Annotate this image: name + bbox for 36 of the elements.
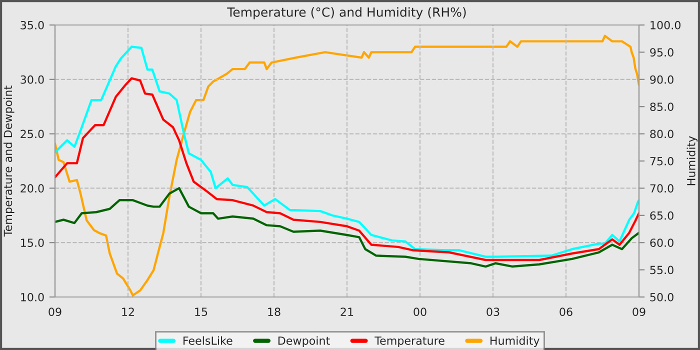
x-tick-label: 09 [48, 308, 62, 316]
y-tick-label: 30.0 [20, 75, 44, 84]
y-axis-title: Temperature and Dewpoint [4, 86, 14, 237]
legend-label: Dewpoint [278, 336, 330, 347]
x-tick-label: 09 [632, 308, 646, 316]
x-tick-label: 15 [195, 308, 208, 316]
x-tick-label: 18 [268, 308, 280, 316]
y2-axis-title: Humidity [686, 136, 698, 186]
legend-label: Temperature [374, 336, 444, 347]
legend-label: FeelsLike [184, 336, 232, 345]
y-tick-label: 15.0 [21, 238, 44, 247]
y2-tick-label: 70.0 [650, 184, 674, 193]
y-tick-label: 25.0 [20, 130, 44, 138]
x-tick-label: 03 [486, 308, 500, 316]
y2-tick-label: 55.0 [650, 266, 674, 274]
line-series [55, 46, 639, 258]
y2-tick-label: 100.0 [650, 20, 680, 30]
x-tick-label: 21 [340, 308, 354, 316]
y2-tick-label: 90.0 [650, 75, 674, 84]
y2-tick-label: 60.0 [650, 238, 674, 247]
y2-tick-label: 50.0 [650, 292, 674, 302]
y2-tick-label: 80.0 [650, 130, 674, 138]
y2-tick-label: 85.0 [650, 102, 674, 111]
x-tick-label: 12 [122, 308, 134, 316]
y2-tick-label: 75.0 [650, 156, 674, 166]
y-tick-label: 20.0 [20, 184, 44, 193]
y2-tick-label: 65.0 [650, 211, 674, 220]
y2-tick-label: 95.0 [650, 48, 674, 57]
line-series [55, 187, 639, 268]
y-tick-label: 10.0 [21, 292, 44, 302]
line-series [55, 77, 639, 262]
x-tick-label: 00 [414, 308, 426, 316]
y-tick-label: 35.0 [20, 20, 44, 30]
chart-title: Temperature (°C) and Humidity (RH%) [227, 7, 466, 20]
x-tick-label: 06 [560, 308, 572, 316]
legend-label: Humidity [490, 336, 540, 347]
